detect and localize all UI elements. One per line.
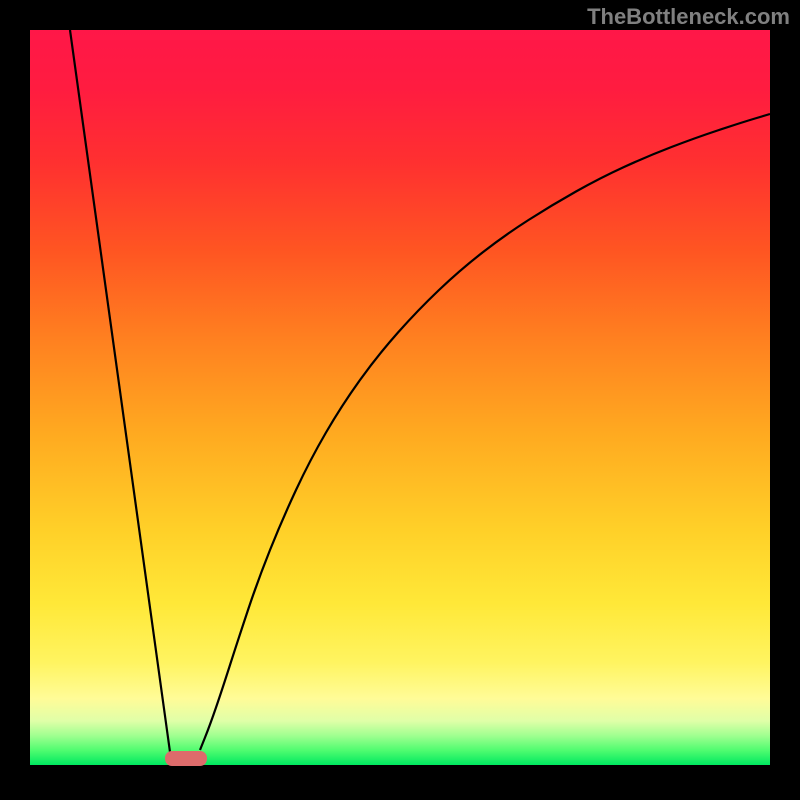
bottleneck-chart (0, 0, 800, 800)
optimal-marker (165, 751, 207, 766)
watermark-text: TheBottleneck.com (587, 4, 790, 30)
plot-gradient (30, 30, 770, 765)
chart-container: TheBottleneck.com (0, 0, 800, 800)
